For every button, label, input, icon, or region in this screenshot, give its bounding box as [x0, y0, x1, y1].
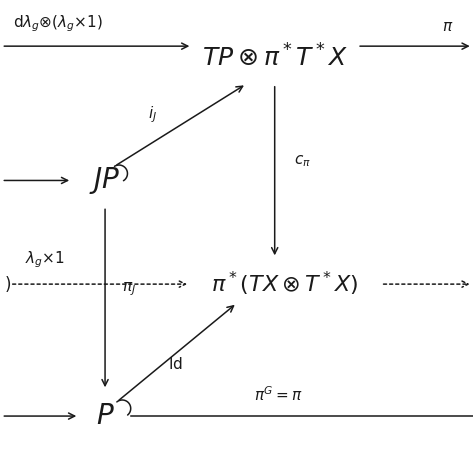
- Text: $\mathrm{Id}$: $\mathrm{Id}$: [168, 356, 183, 372]
- Text: $)$: $)$: [4, 274, 11, 294]
- Text: $\pi^*(TX \otimes T^*X)$: $\pi^*(TX \otimes T^*X)$: [210, 270, 358, 298]
- Text: $\pi_J$: $\pi_J$: [121, 280, 136, 298]
- Text: $P$: $P$: [96, 402, 114, 429]
- Text: $c_\pi$: $c_\pi$: [293, 154, 310, 169]
- Text: $\pi^G{=}\pi$: $\pi^G{=}\pi$: [254, 385, 302, 404]
- Text: $\mathrm{d}\lambda_g{\otimes}(\lambda_g{\times}1)$: $\mathrm{d}\lambda_g{\otimes}(\lambda_g{…: [13, 14, 103, 35]
- Text: $i_J$: $i_J$: [147, 104, 157, 125]
- Text: $\lambda_g{\times}1$: $\lambda_g{\times}1$: [25, 249, 65, 270]
- Text: $\pi$: $\pi$: [442, 20, 454, 35]
- Text: $TP \otimes \pi^*T^*X$: $TP \otimes \pi^*T^*X$: [201, 45, 348, 72]
- Text: $JP$: $JP$: [90, 165, 121, 196]
